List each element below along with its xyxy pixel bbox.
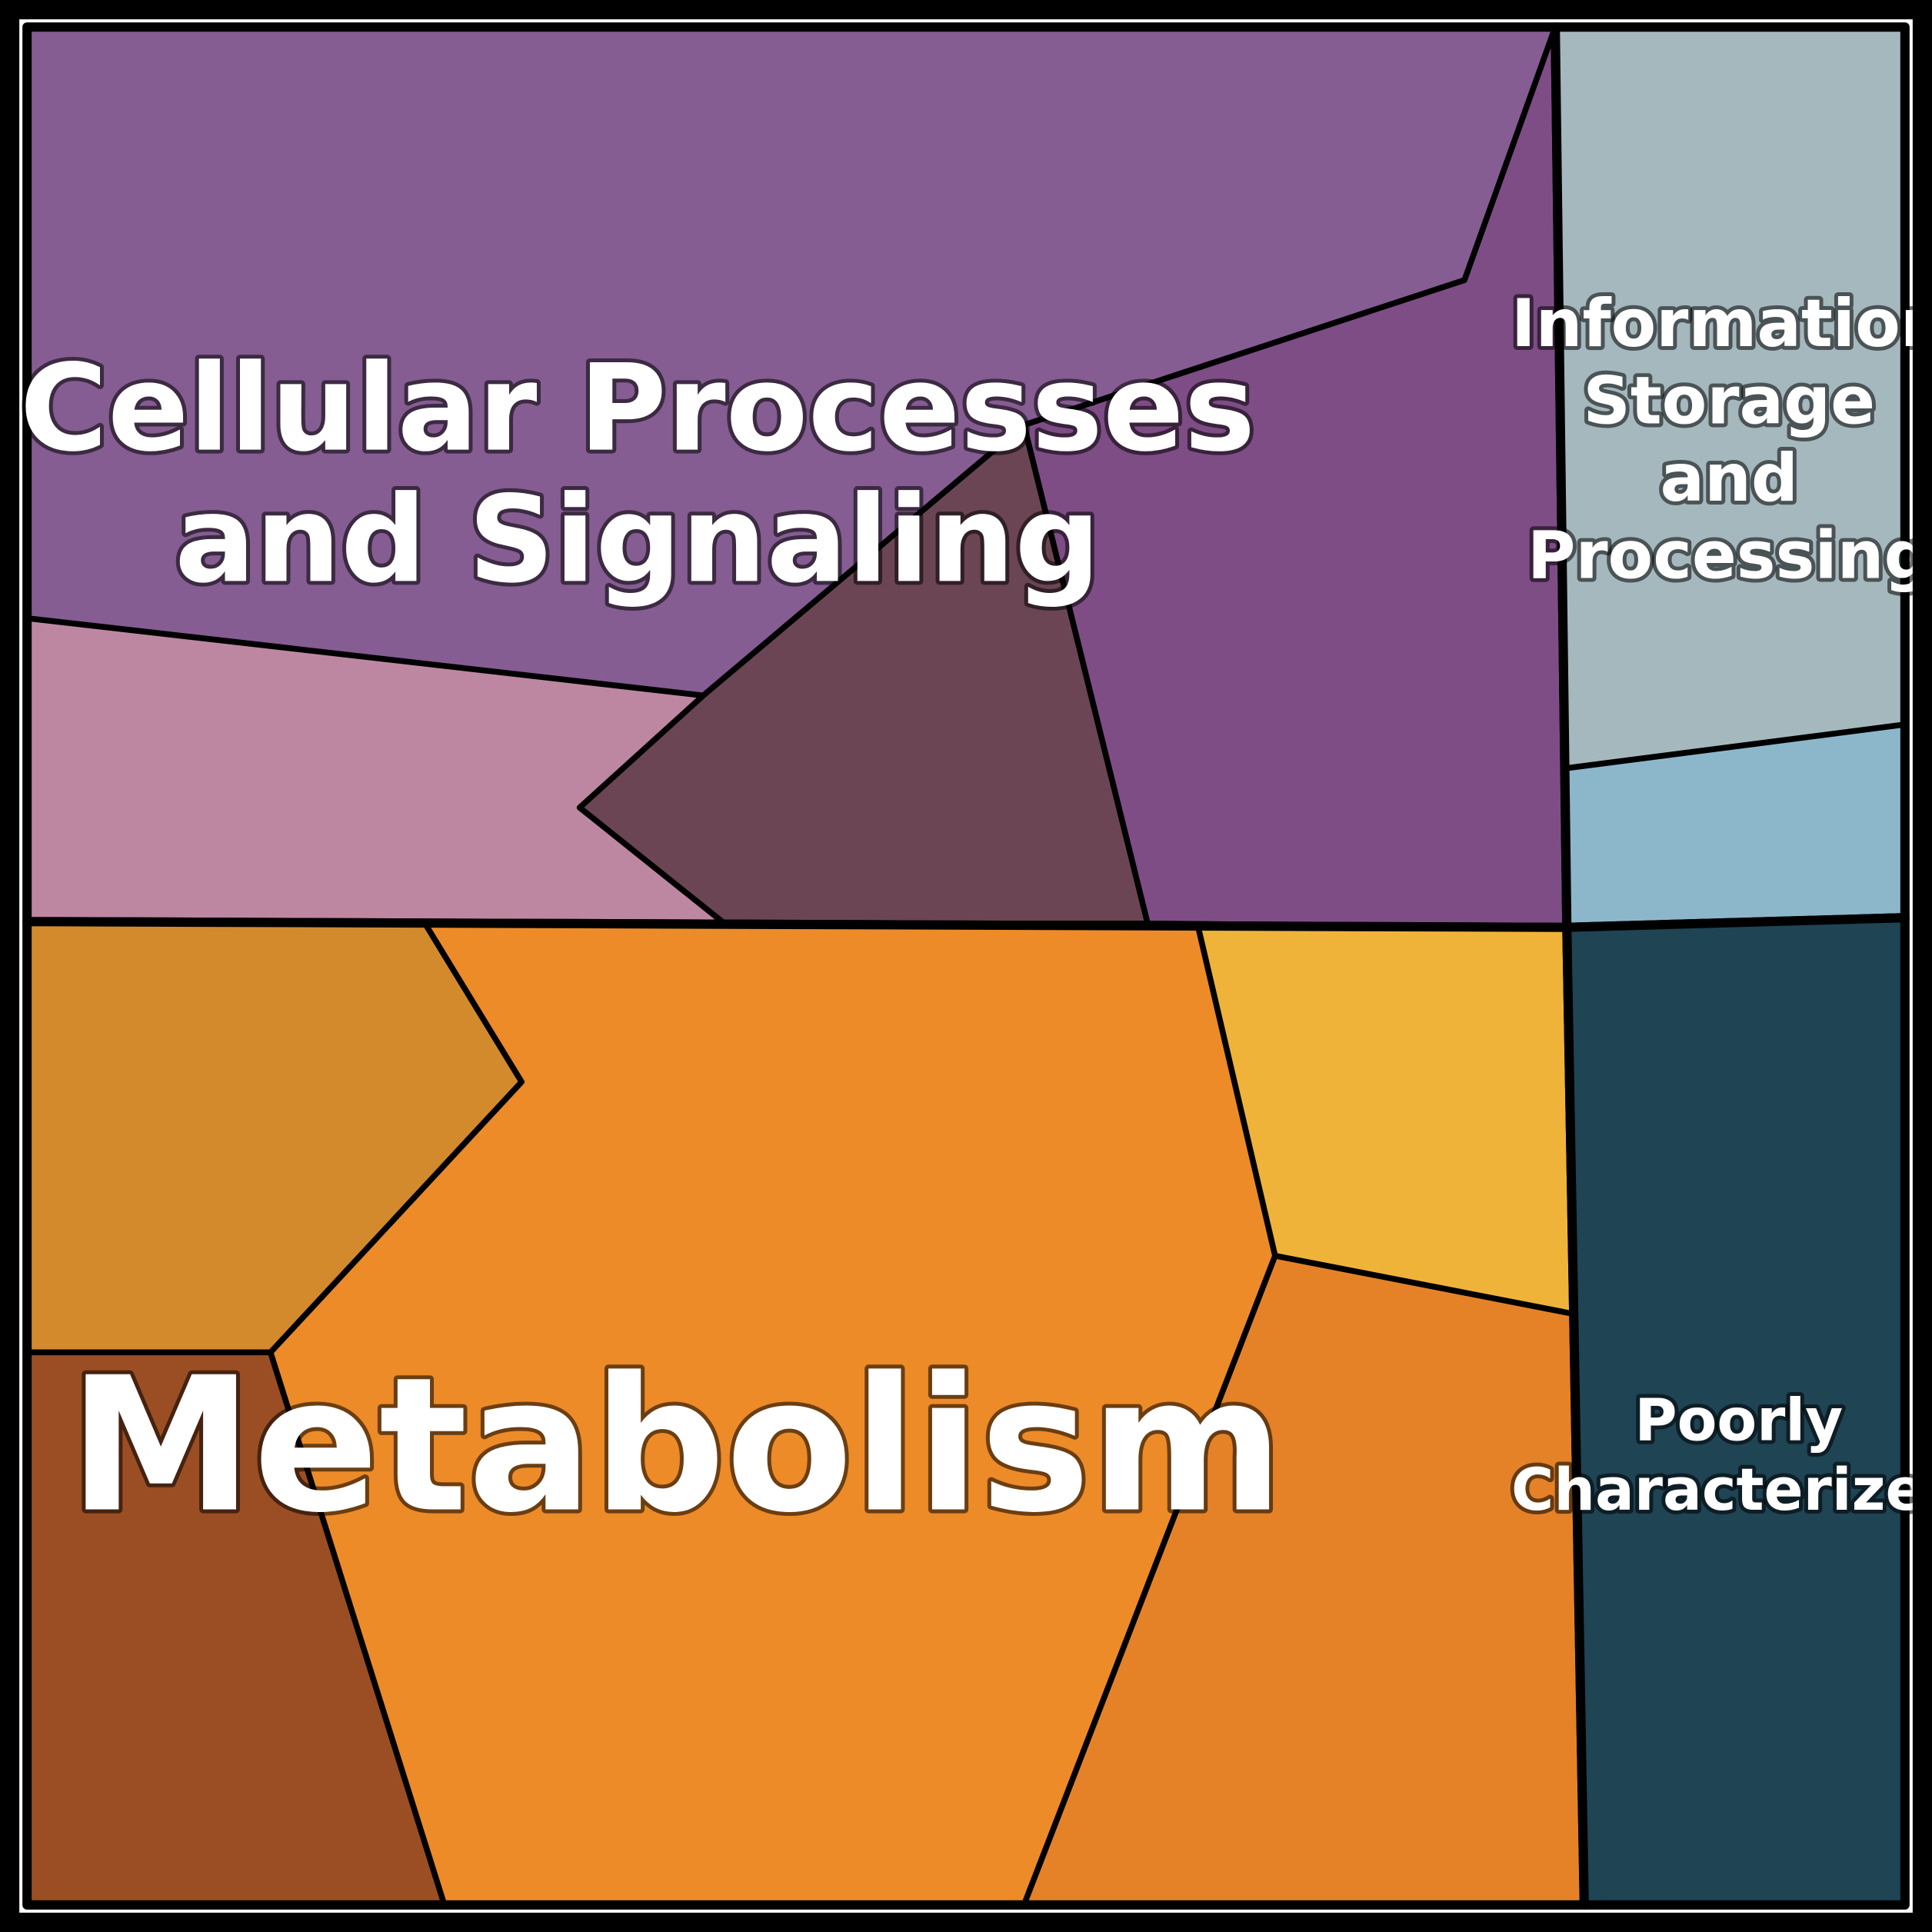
label-metabolism: Metabolism: [68, 1337, 1284, 1553]
voronoi-treemap-chart: Cellular Processesand SignalingInformati…: [0, 0, 1932, 1932]
label-cellular: Cellular Processesand Signaling: [20, 338, 1256, 610]
chart-svg: Cellular Processesand SignalingInformati…: [0, 0, 1932, 1932]
